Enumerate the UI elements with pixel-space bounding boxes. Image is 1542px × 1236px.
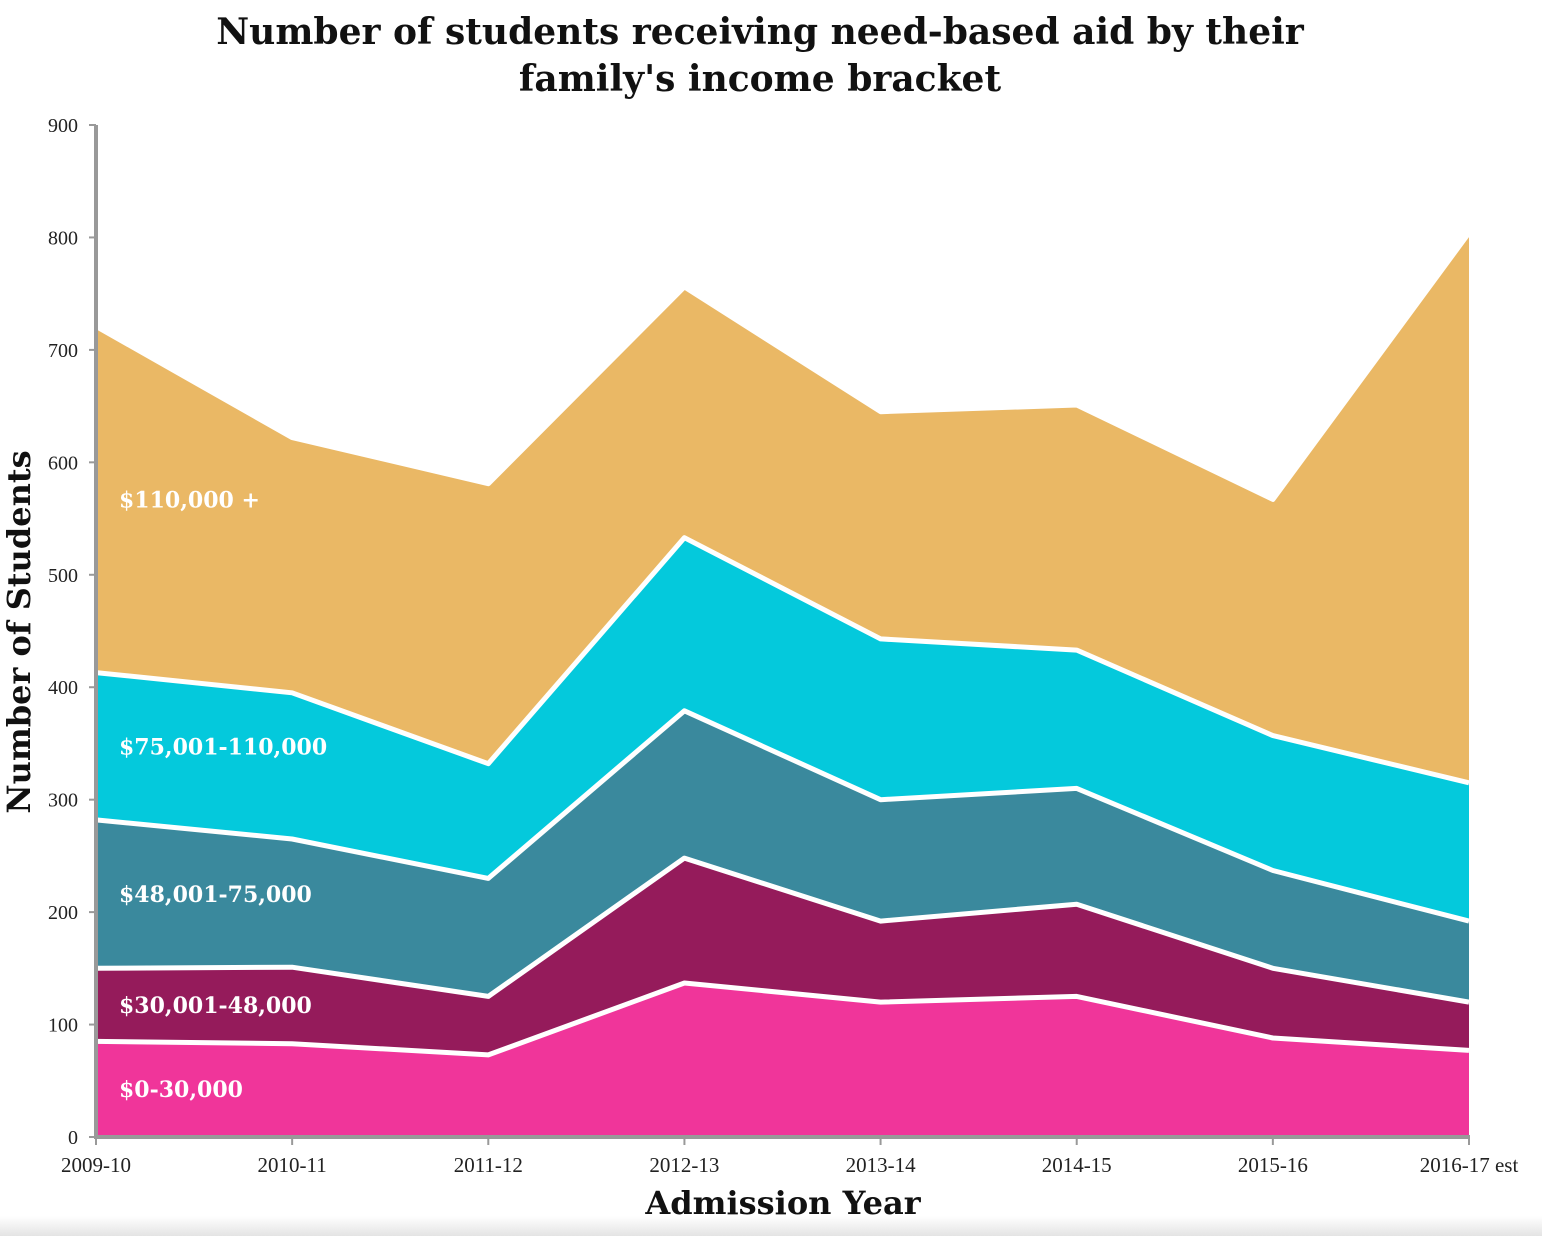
- series-label-3: $75,001-110,000: [119, 734, 327, 760]
- area-boundary-line-4: [94, 231, 1472, 502]
- area-series-4: [96, 232, 1469, 783]
- area-boundary-line-0: [95, 980, 1470, 1058]
- y-tick-label-2: 200: [48, 902, 78, 924]
- y-tick-label-8: 800: [48, 227, 78, 249]
- y-tick-label-5: 500: [48, 565, 78, 587]
- area-boundary-line-1: [95, 855, 1470, 1005]
- area-boundary-line-2: [95, 708, 1470, 924]
- area-series-group: [94, 231, 1472, 1137]
- x-axis: 2009-10 2010-11 2011-12 2012-13 2013-14 2014-…: [61, 1135, 1519, 1177]
- x-tick-label-5: 2014-15: [1042, 1153, 1112, 1177]
- x-tick-label-3: 2012-13: [649, 1153, 719, 1177]
- x-tick-label-0: 2009-10: [61, 1153, 131, 1177]
- y-tick-label-9: 900: [48, 115, 78, 137]
- y-tick-label-1: 100: [48, 1015, 78, 1037]
- series-label-4: $110,000 +: [119, 487, 260, 513]
- series-label-group: $0-30,000 $30,001-48,000 $48,001-75,000 $75…: [119, 487, 327, 1103]
- chart-title: Number of students receiving need-based …: [216, 11, 1305, 100]
- series-label-2: $48,001-75,000: [119, 882, 312, 908]
- y-tick-label-3: 300: [48, 790, 78, 812]
- series-label-1: $30,001-48,000: [119, 993, 312, 1019]
- series-label-0: $0-30,000: [119, 1077, 243, 1103]
- chart-title-line-2: family's income bracket: [519, 58, 1002, 100]
- area-series-0: [96, 983, 1469, 1137]
- x-tick-label-2: 2011-12: [454, 1153, 523, 1177]
- y-tick-label-7: 700: [48, 340, 78, 362]
- area-boundary-line-3: [95, 535, 1470, 786]
- y-tick-label-6: 600: [48, 452, 78, 474]
- y-tick-label-0: 0: [68, 1127, 78, 1149]
- x-axis-title: Admission Year: [644, 1184, 921, 1222]
- bottom-fade: [0, 1216, 1542, 1236]
- x-tick-label-4: 2013-14: [846, 1153, 916, 1177]
- chart-title-line-1: Number of students receiving need-based …: [216, 11, 1305, 53]
- area-series-2: [96, 710, 1469, 1003]
- y-axis: 0 100 200 300 400 500 600 700 800 900: [48, 115, 98, 1149]
- y-tick-label-4: 400: [48, 677, 78, 699]
- x-tick-label-6: 2015-16: [1238, 1153, 1308, 1177]
- y-axis-title: Number of Students: [0, 450, 38, 813]
- x-tick-label-7: 2016-17 est: [1420, 1153, 1519, 1177]
- x-tick-label-1: 2010-11: [257, 1153, 326, 1177]
- area-series-3: [96, 537, 1469, 922]
